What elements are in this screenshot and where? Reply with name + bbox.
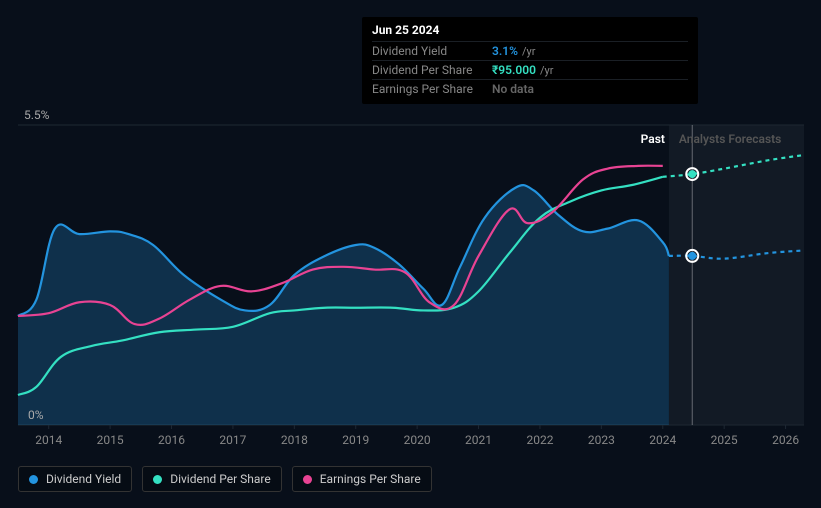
- legend-label: Earnings Per Share: [320, 472, 421, 486]
- x-tick-label: 2021: [465, 433, 492, 447]
- hover-marker-dot: [688, 170, 696, 178]
- x-tick-label: 2015: [97, 433, 124, 447]
- x-tick-label: 2019: [342, 433, 369, 447]
- legend-item-dividend_per_share[interactable]: Dividend Per Share: [142, 466, 282, 492]
- x-tick-label: 2017: [219, 433, 246, 447]
- tooltip-row-label: Dividend Yield: [372, 44, 492, 58]
- x-tick-label: 2025: [711, 433, 738, 447]
- x-tick-label: 2026: [772, 433, 799, 447]
- y-zero-label: 0%: [28, 408, 44, 422]
- x-tick-label: 2024: [649, 433, 676, 447]
- area-dividend-yield: [18, 185, 669, 425]
- tooltip-row: Earnings Per ShareNo data: [372, 79, 688, 98]
- tooltip-title: Jun 25 2024: [372, 23, 688, 37]
- tooltip-row: Dividend Yield3.1% /yr: [372, 41, 688, 60]
- x-tick-label: 2023: [588, 433, 615, 447]
- x-tick-label: 2014: [35, 433, 62, 447]
- hover-tooltip: Jun 25 2024Dividend Yield3.1%/yrDividend…: [362, 17, 698, 104]
- tooltip-row-value: No data: [492, 82, 534, 96]
- y-max-label: 5.5%: [24, 108, 49, 122]
- tooltip-row-label: Dividend Per Share: [372, 63, 492, 77]
- tooltip-row-suffix: /yr: [522, 45, 535, 58]
- legend-label: Dividend Yield: [46, 472, 121, 486]
- tooltip-row-suffix: /yr: [540, 64, 553, 77]
- tooltip-row: Dividend Per Share₹95.000/yr: [372, 60, 688, 79]
- tooltip-row-value: ₹95.000: [492, 63, 536, 77]
- legend-dot: [153, 475, 162, 484]
- x-tick-label: 2018: [281, 433, 308, 447]
- legend-dot: [29, 475, 38, 484]
- hover-marker-dot: [688, 252, 696, 260]
- x-tick-label: 2020: [404, 433, 431, 447]
- x-tick-label: 2022: [526, 433, 553, 447]
- past-label: Past: [621, 132, 665, 146]
- legend-dot: [303, 475, 312, 484]
- tooltip-row-value: 3.1%: [492, 44, 518, 58]
- forecast-label: Analysts Forecasts: [679, 132, 781, 146]
- legend-item-earnings_per_share[interactable]: Earnings Per Share: [292, 466, 432, 492]
- legend: Dividend Yield Dividend Per Share Earnings…: [18, 466, 432, 492]
- tooltip-row-label: Earnings Per Share: [372, 82, 492, 96]
- legend-item-dividend_yield[interactable]: Dividend Yield: [18, 466, 132, 492]
- x-tick-label: 2016: [158, 433, 185, 447]
- legend-label: Dividend Per Share: [170, 472, 271, 486]
